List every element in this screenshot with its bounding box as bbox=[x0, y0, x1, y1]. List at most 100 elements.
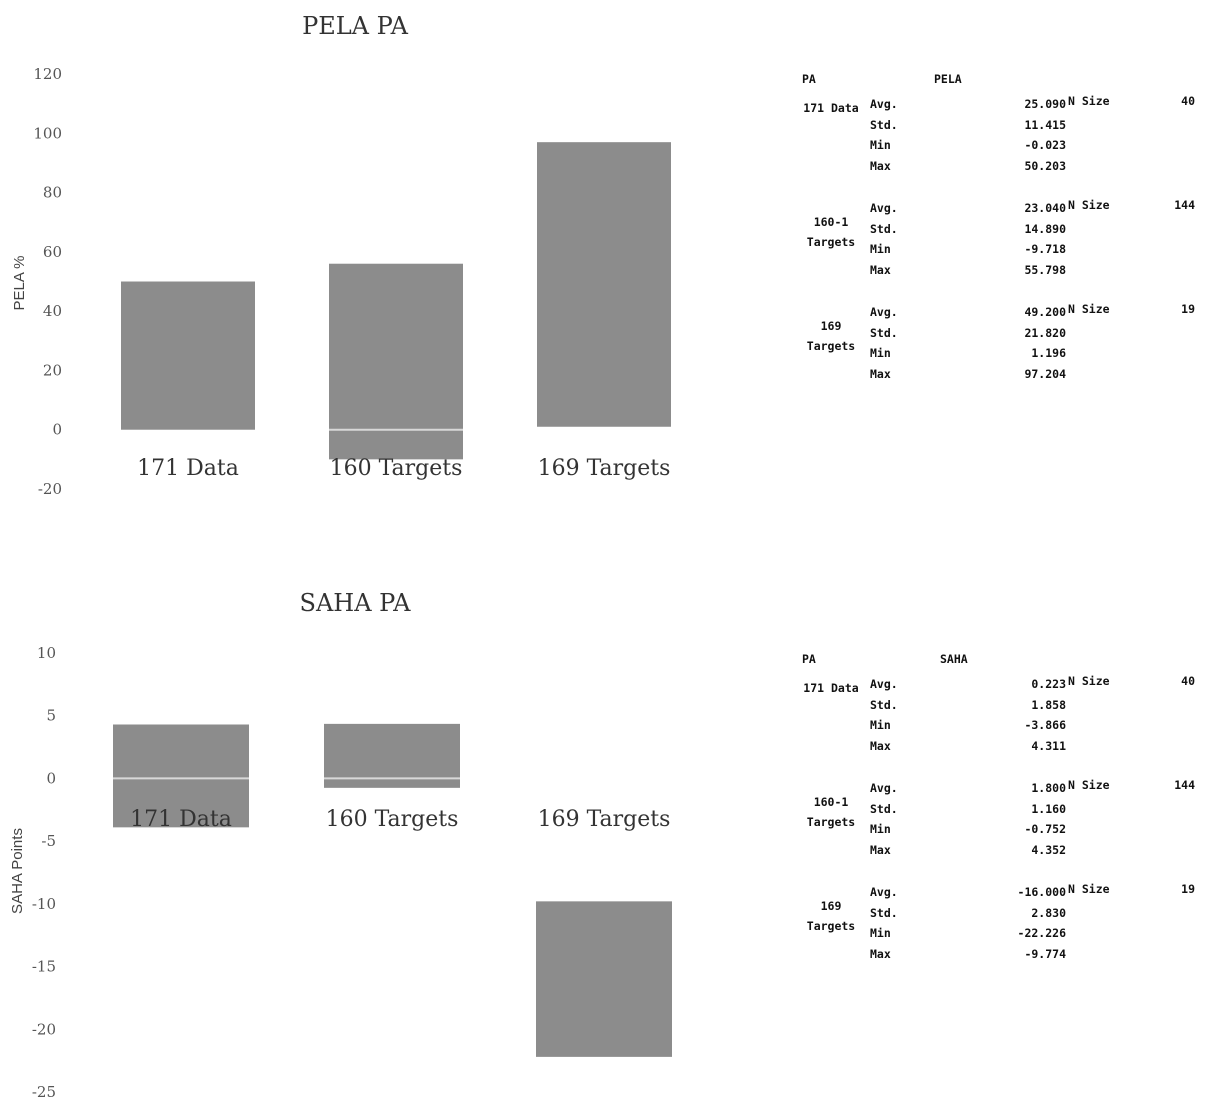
stat-name: Min bbox=[870, 926, 891, 940]
stats-group: 171 Data Avg. 25.090 Std. 11.415 Min -0.023 Max… bbox=[800, 94, 1200, 198]
stat-value: 25.090 bbox=[1024, 97, 1066, 111]
pela-chart: PELA PA PELA % -20 0 20 40 60 80 100 120 171 Da… bbox=[11, 12, 671, 498]
y-tick-label: -25 bbox=[32, 1083, 56, 1101]
stats-header: PA PELA bbox=[800, 72, 1200, 94]
stat-row: Max 55.798 bbox=[870, 260, 1200, 280]
group-name: 171 Data bbox=[803, 681, 859, 695]
stat-value: 21.820 bbox=[1024, 325, 1066, 340]
stat-name: Max bbox=[870, 738, 891, 753]
stat-name: Avg. bbox=[870, 885, 898, 899]
stats-col-metric: SAHA bbox=[940, 652, 968, 666]
y-tick-label: -15 bbox=[32, 958, 56, 976]
stat-row: Max 97.204 bbox=[870, 364, 1200, 384]
group-name: 169 Targets bbox=[806, 899, 856, 933]
stat-name: Max bbox=[870, 946, 891, 961]
stat-row: Min -0.023 bbox=[870, 135, 1200, 155]
n-size-value: 144 bbox=[1174, 778, 1195, 792]
stat-name: Std. bbox=[870, 117, 898, 132]
bar bbox=[536, 901, 672, 1057]
stats-group: 160-1 Targets Avg. 23.040 Std. 14.890 Min -9.7… bbox=[800, 198, 1200, 302]
stat-value: 4.352 bbox=[1031, 842, 1066, 857]
n-size-value: 144 bbox=[1174, 198, 1195, 212]
y-tick-label: -20 bbox=[38, 480, 62, 498]
stat-value: -9.718 bbox=[1024, 242, 1066, 256]
stats-group: 160-1 Targets Avg. 1.800 Std. 1.160 Min -0.752… bbox=[800, 778, 1200, 882]
group-name: 171 Data bbox=[803, 101, 859, 115]
stat-row: Std. 21.820 bbox=[870, 323, 1200, 343]
stat-value: 1.160 bbox=[1031, 801, 1066, 816]
n-size-label: N Size bbox=[1068, 198, 1110, 212]
y-tick-label: -20 bbox=[32, 1020, 56, 1038]
stat-row: Max 4.352 bbox=[870, 840, 1200, 860]
stat-name: Min bbox=[870, 822, 891, 836]
n-size-label: N Size bbox=[1068, 778, 1110, 792]
y-tick-label: 80 bbox=[43, 184, 62, 202]
stats-header: PA SAHA bbox=[800, 652, 1200, 674]
n-size-value: 19 bbox=[1181, 882, 1195, 896]
x-category-label: 171 Data bbox=[130, 807, 232, 832]
stats-col-metric: PELA bbox=[934, 72, 962, 86]
stat-value: 23.040 bbox=[1024, 201, 1066, 215]
stat-row: Min 1.196 bbox=[870, 343, 1200, 363]
n-size-value: 19 bbox=[1181, 302, 1195, 316]
stats-group: 169 Targets Avg. 49.200 Std. 21.820 Min 1.196 M… bbox=[800, 302, 1200, 406]
stat-value: 1.196 bbox=[1031, 346, 1066, 360]
stat-row: Avg. 49.200 bbox=[870, 302, 1200, 322]
stat-row: Std. 2.830 bbox=[870, 903, 1200, 923]
stat-name: Max bbox=[870, 262, 891, 277]
stat-value: 97.204 bbox=[1024, 366, 1066, 381]
stat-name: Min bbox=[870, 242, 891, 256]
stat-value: 50.203 bbox=[1024, 158, 1066, 173]
stat-value: 11.415 bbox=[1024, 117, 1066, 132]
stat-name: Avg. bbox=[870, 97, 898, 111]
stat-value: 0.223 bbox=[1031, 677, 1066, 691]
stat-name: Min bbox=[870, 346, 891, 360]
stat-name: Min bbox=[870, 138, 891, 152]
stat-row: Max 50.203 bbox=[870, 156, 1200, 176]
n-size-label: N Size bbox=[1068, 302, 1110, 316]
stat-name: Avg. bbox=[870, 677, 898, 691]
n-size-label: N Size bbox=[1068, 674, 1110, 688]
stat-value: 14.890 bbox=[1024, 221, 1066, 236]
stat-name: Avg. bbox=[870, 305, 898, 319]
stat-name: Std. bbox=[870, 801, 898, 816]
stat-name: Std. bbox=[870, 221, 898, 236]
stat-value: -16.000 bbox=[1017, 885, 1066, 899]
stat-value: -3.866 bbox=[1024, 718, 1066, 732]
stat-row: Min -9.718 bbox=[870, 239, 1200, 259]
group-name: 160-1 Targets bbox=[806, 795, 856, 829]
stat-value: 1.858 bbox=[1031, 697, 1066, 712]
stat-value: 1.800 bbox=[1031, 781, 1066, 795]
stat-row: Min -22.226 bbox=[870, 923, 1200, 943]
group-name: 160-1 Targets bbox=[806, 215, 856, 249]
stat-row: Min -0.752 bbox=[870, 819, 1200, 839]
stat-name: Std. bbox=[870, 905, 898, 920]
n-size-value: 40 bbox=[1181, 674, 1195, 688]
y-tick-label: 0 bbox=[46, 769, 56, 787]
stat-value: -0.752 bbox=[1024, 822, 1066, 836]
x-category-label: 171 Data bbox=[137, 456, 239, 481]
stat-row: Std. 1.160 bbox=[870, 799, 1200, 819]
y-tick-label: 100 bbox=[33, 124, 62, 142]
stat-name: Max bbox=[870, 366, 891, 381]
n-size-label: N Size bbox=[1068, 94, 1110, 108]
y-tick-label: 120 bbox=[33, 65, 62, 83]
bar bbox=[537, 142, 671, 427]
chart-title: PELA PA bbox=[302, 12, 409, 40]
bar bbox=[121, 281, 255, 430]
stat-value: -9.774 bbox=[1024, 946, 1066, 961]
x-category-label: 160 Targets bbox=[330, 456, 463, 481]
n-size-label: N Size bbox=[1068, 882, 1110, 896]
y-tick-label: -10 bbox=[32, 895, 56, 913]
x-category-label: 169 Targets bbox=[538, 456, 671, 481]
n-size-value: 40 bbox=[1181, 94, 1195, 108]
stat-name: Avg. bbox=[870, 201, 898, 215]
y-tick-label: 0 bbox=[52, 421, 62, 439]
stat-row: Max 4.311 bbox=[870, 736, 1200, 756]
saha-stats-table: PA SAHA 171 Data Avg. 0.223 Std. 1.858 Min -3.86… bbox=[800, 652, 1200, 986]
stat-row: Avg. 1.800 bbox=[870, 778, 1200, 798]
chart-title: SAHA PA bbox=[300, 589, 412, 617]
y-tick-label: 20 bbox=[43, 361, 62, 379]
stats-col-pa: PA bbox=[802, 652, 816, 666]
stat-value: 55.798 bbox=[1024, 262, 1066, 277]
